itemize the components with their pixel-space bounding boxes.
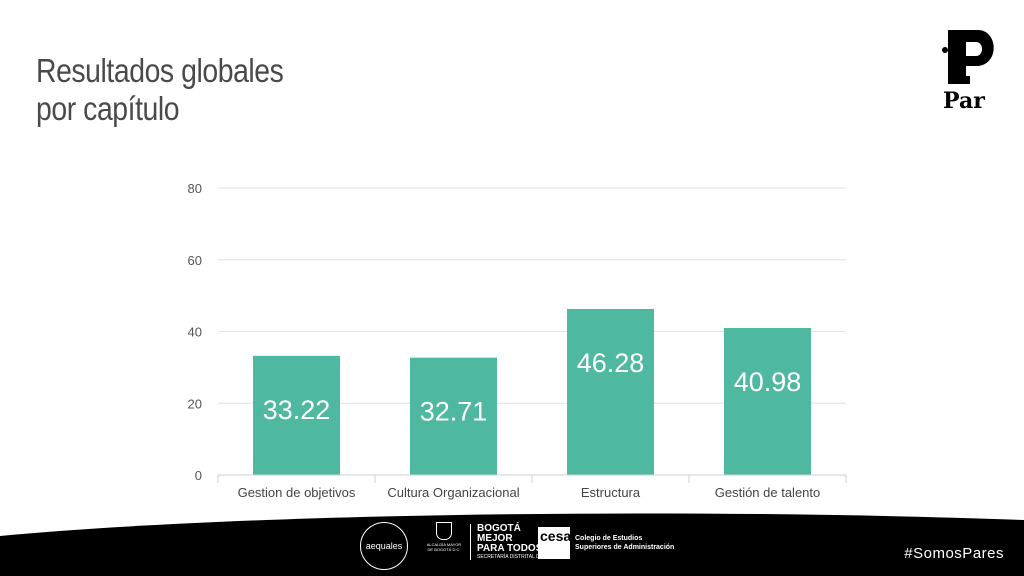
x-axis-ticks: Gestion de objetivos Cultura Organizacion… [238, 485, 821, 500]
cesa-line1: Colegio de Estudios [575, 535, 643, 542]
bogota-line1: BOGOTÁ [477, 523, 521, 534]
cesa-mark: cesa [538, 527, 571, 559]
bar-value-label: 46.28 [577, 348, 645, 378]
y-axis-ticks: 0 20 40 60 80 [188, 181, 202, 483]
shield-icon [436, 522, 452, 540]
slide-title-line1: Resultados globales [36, 52, 284, 89]
bar-value-label: 40.98 [734, 367, 802, 397]
bar [724, 327, 811, 475]
alcaldia-text: ALCALDÍA MAYOR DE BOGOTÁ D.C. [426, 542, 462, 552]
x-tick-label: Cultura Organizacional [387, 485, 519, 500]
y-tick-label: 80 [188, 181, 202, 196]
par-logo-text: Par [943, 88, 985, 114]
slide-title: Resultados globales por capítulo [36, 52, 284, 128]
bar [410, 357, 497, 475]
cesa-line2: Superiores de Administración [575, 544, 675, 551]
bar-labels: 33.22 32.71 46.28 40.98 [263, 348, 802, 427]
x-axis [217, 474, 847, 483]
bar-value-label: 33.22 [263, 395, 331, 425]
bogota-line3: PARA TODOS [477, 543, 543, 554]
bars [253, 308, 811, 475]
cesa-logo: cesa Colegio de Estudios Superiores de A… [538, 527, 674, 559]
secretaria-text: SECRETARÍA DISTRITAL DE LA MUJER [477, 554, 569, 560]
slide-title-line2: por capítulo [36, 90, 180, 127]
x-tick-label: Estructura [581, 485, 641, 500]
y-tick-label: 0 [195, 468, 202, 483]
x-tick-label: Gestion de objetivos [238, 485, 356, 500]
bar-value-label: 32.71 [420, 397, 488, 427]
hashtag: #SomosPares [904, 545, 1004, 562]
alcaldia-logo: ALCALDÍA MAYOR DE BOGOTÁ D.C. [426, 522, 462, 552]
bar [253, 355, 340, 475]
bogota-line2: MEJOR [477, 533, 513, 544]
y-tick-label: 40 [188, 325, 202, 340]
y-tick-label: 20 [188, 396, 202, 411]
aequales-logo: aequales [360, 522, 408, 570]
par-logo-icon: Par [942, 30, 994, 114]
bar [567, 308, 654, 475]
aequales-logo-text: aequales [365, 541, 403, 551]
y-tick-label: 60 [188, 253, 202, 268]
bogota-logo: BOGOTÁ MEJOR PARA TODOS SECRETARÍA DISTR… [470, 524, 569, 560]
x-tick-label: Gestión de talento [715, 485, 821, 500]
bar-chart: 0 20 40 60 80 33.22 32.71 46.28 40.98 Gestion d… [188, 181, 847, 500]
